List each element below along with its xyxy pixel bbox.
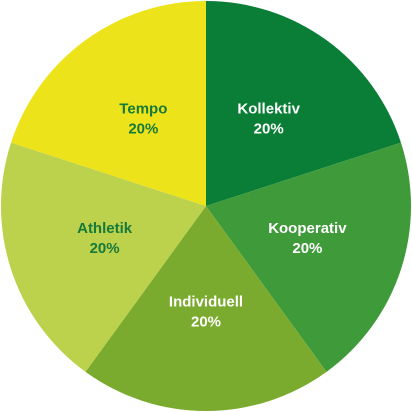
slice-label-tempo: Tempo [119,101,167,118]
pie-labels: Kollektiv 20% Kooperativ 20% Individuell 20% A… [77,101,347,331]
pie-slice-tempo [11,1,206,206]
pie-slice-kollektiv [206,1,401,206]
slice-label-athletik: Athletik [77,220,133,237]
pie-slice-athletik [0,142,206,372]
slice-value-athletik: 20% [90,240,120,257]
slice-value-individuell: 20% [191,314,221,331]
slice-label-individuell: Individuell [169,294,243,311]
pie-slice-kooperativ [206,142,411,372]
pie-slice-individuell [85,206,327,411]
slice-label-kollektiv: Kollektiv [237,101,300,118]
slice-value-tempo: 20% [128,121,158,138]
slice-label-kooperativ: Kooperativ [268,220,347,237]
slice-value-kollektiv: 20% [254,121,284,138]
slice-value-kooperativ: 20% [292,240,322,257]
